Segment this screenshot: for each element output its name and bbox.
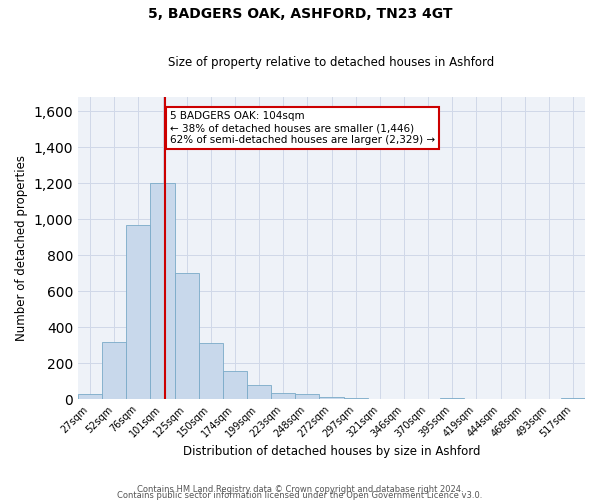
Text: 5 BADGERS OAK: 104sqm
← 38% of detached houses are smaller (1,446)
62% of semi-d: 5 BADGERS OAK: 104sqm ← 38% of detached …: [170, 112, 435, 144]
Bar: [247, 384, 271, 399]
Bar: [175, 273, 199, 399]
Bar: [295, 394, 319, 399]
Text: 5, BADGERS OAK, ASHFORD, TN23 4GT: 5, BADGERS OAK, ASHFORD, TN23 4GT: [148, 8, 452, 22]
Text: Contains public sector information licensed under the Open Government Licence v3: Contains public sector information licen…: [118, 490, 482, 500]
Bar: [344, 398, 368, 399]
Bar: [127, 224, 151, 399]
Bar: [319, 398, 344, 399]
Bar: [271, 393, 295, 399]
Bar: [151, 184, 175, 399]
Bar: [440, 398, 464, 399]
Y-axis label: Number of detached properties: Number of detached properties: [15, 155, 28, 341]
Bar: [78, 394, 102, 399]
Title: Size of property relative to detached houses in Ashford: Size of property relative to detached ho…: [169, 56, 494, 70]
Bar: [561, 398, 585, 399]
X-axis label: Distribution of detached houses by size in Ashford: Distribution of detached houses by size …: [183, 444, 480, 458]
Bar: [223, 371, 247, 399]
Text: Contains HM Land Registry data © Crown copyright and database right 2024.: Contains HM Land Registry data © Crown c…: [137, 484, 463, 494]
Bar: [102, 342, 127, 399]
Bar: [199, 344, 223, 399]
